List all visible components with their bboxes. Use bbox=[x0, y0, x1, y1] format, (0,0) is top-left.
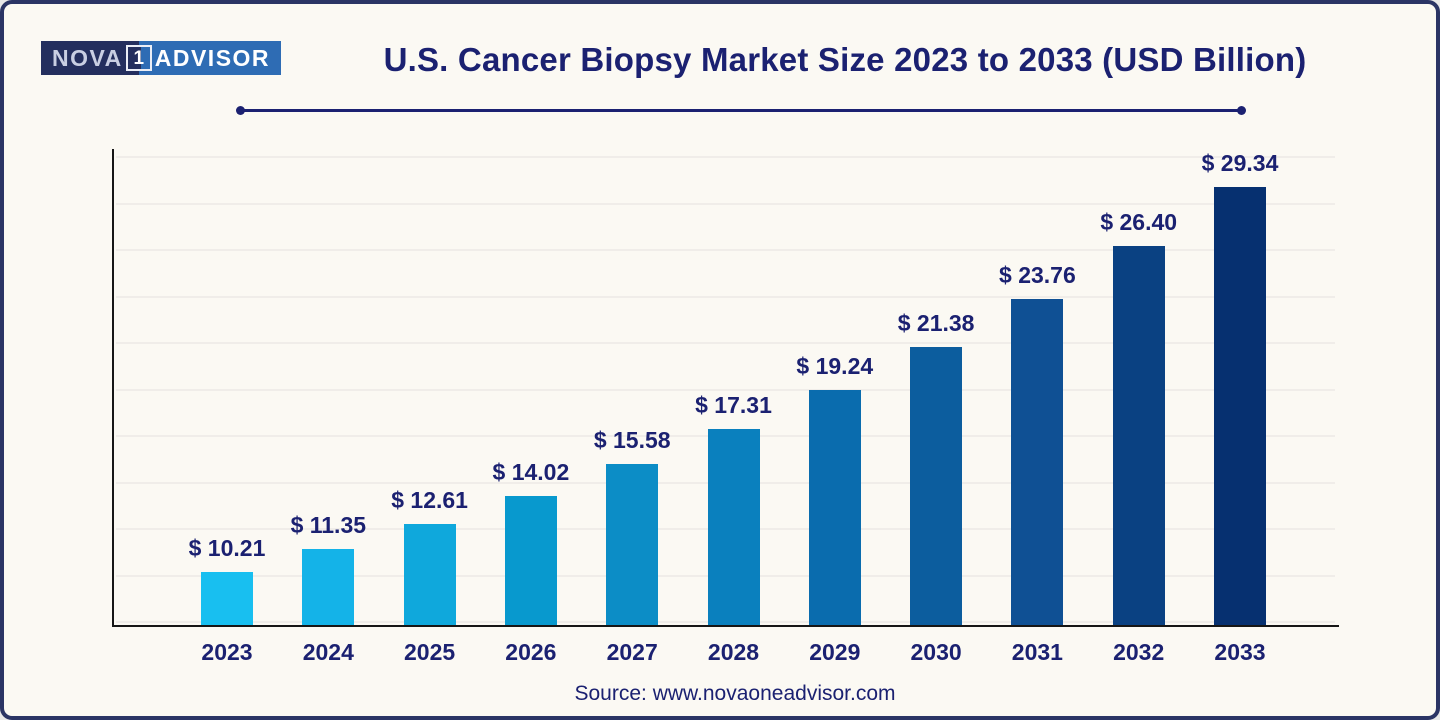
bar-value-label-2026: $ 14.02 bbox=[492, 459, 570, 485]
bar-2030 bbox=[910, 347, 963, 625]
gridline bbox=[116, 342, 1335, 344]
logo-one-box-wrap: 1 bbox=[125, 41, 152, 75]
gridline bbox=[116, 202, 1335, 205]
bar-value-label-2030: $ 21.38 bbox=[897, 310, 975, 336]
page-title: U.S. Cancer Biopsy Market Size 2023 to 2… bbox=[383, 41, 1307, 78]
bar-2024 bbox=[302, 549, 355, 625]
x-axis-label-2029: 2029 bbox=[809, 639, 861, 665]
bar-value-label-2033: $ 29.34 bbox=[1201, 150, 1279, 176]
bar-value-label-2024: $ 11.35 bbox=[290, 512, 367, 538]
bar-2025 bbox=[403, 524, 456, 625]
gridline bbox=[116, 388, 1335, 391]
bar-value-label-2032: $ 26.40 bbox=[1100, 209, 1178, 235]
logo-one-box: 1 bbox=[125, 45, 152, 71]
x-axis-label-2026: 2026 bbox=[505, 639, 557, 665]
bar-value-label-2029: $ 19.24 bbox=[796, 353, 874, 379]
x-axis-label-2024: 2024 bbox=[302, 639, 354, 665]
x-axis-label-2027: 2027 bbox=[606, 639, 658, 665]
bar-value-label-2023: $ 10.21 bbox=[188, 535, 266, 561]
logo-nova-segment: NOVA bbox=[41, 41, 126, 75]
gridline bbox=[116, 295, 1335, 298]
bar-2027 bbox=[606, 464, 659, 625]
plot-area: $ 10.21 $ 11.35 $ 12.61 $ 14.02 $ 15.58 $ 17.… bbox=[112, 149, 1339, 665]
gridline bbox=[116, 249, 1335, 251]
x-axis-label-2033: 2033 bbox=[1214, 639, 1266, 665]
source-text: Source: www.novaoneadvisor.com bbox=[574, 682, 896, 705]
bar-value-label-2028: $ 17.31 bbox=[695, 392, 772, 418]
bar-2032 bbox=[1112, 246, 1165, 625]
title-underline-divider bbox=[236, 106, 1246, 115]
x-axis-label-2023: 2023 bbox=[201, 639, 253, 665]
bar-2033 bbox=[1214, 187, 1266, 625]
bar-2028 bbox=[707, 429, 760, 625]
bar-2023 bbox=[201, 572, 253, 625]
x-axis-label-2028: 2028 bbox=[707, 639, 760, 665]
bar-value-label-2025: $ 12.61 bbox=[391, 487, 468, 513]
x-axis-label-2030: 2030 bbox=[910, 639, 962, 665]
gridline bbox=[116, 156, 1335, 158]
bar-2026 bbox=[504, 496, 557, 625]
bar-value-label-2027: $ 15.58 bbox=[593, 427, 671, 453]
logo-advisor-segment: ADVISOR bbox=[151, 41, 282, 75]
x-axis-label-2032: 2032 bbox=[1113, 639, 1165, 665]
bar-2031 bbox=[1011, 299, 1064, 625]
brand-logo: NOVA 1 ADVISOR bbox=[41, 41, 282, 75]
bar-value-label-2031: $ 23.76 bbox=[999, 262, 1076, 288]
x-axis-label-2025: 2025 bbox=[404, 639, 456, 665]
x-axis-label-2031: 2031 bbox=[1011, 639, 1063, 665]
bar-2029 bbox=[808, 390, 861, 625]
